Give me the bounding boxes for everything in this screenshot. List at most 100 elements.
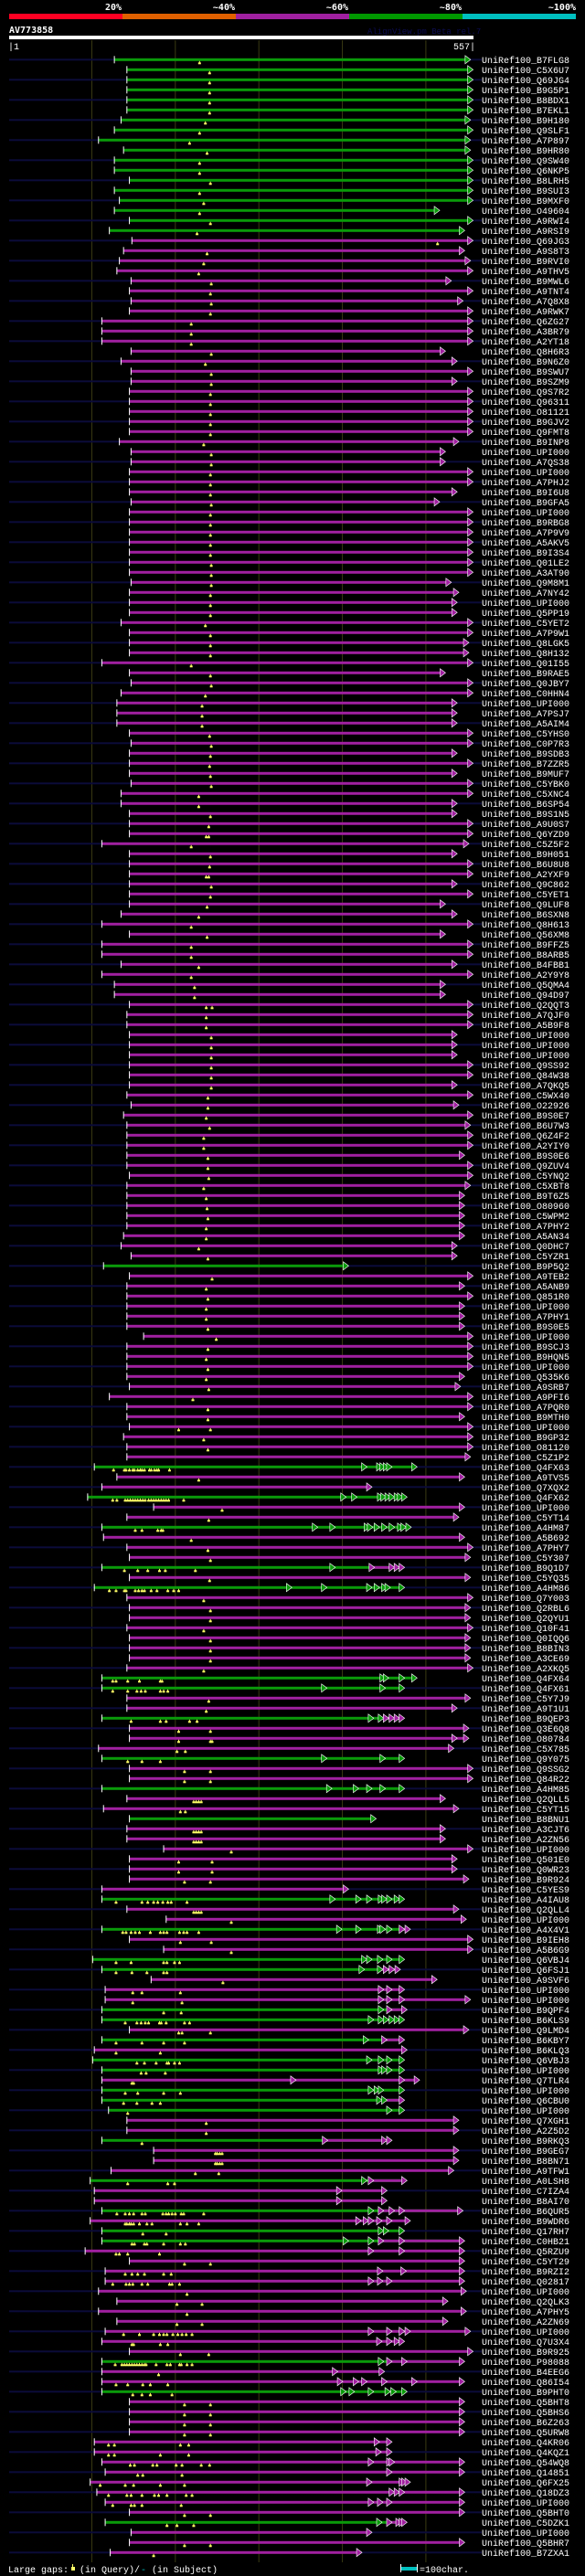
hit-label-link[interactable]: UniRef100_A9THV5 [482,267,569,278]
hsp-line[interactable] [126,1595,468,1599]
hsp-line[interactable] [126,1797,441,1800]
hsp-line[interactable] [94,2189,382,2192]
hit-label-link[interactable]: UniRef100_A4HM87 [482,1523,569,1534]
hit-row[interactable]: UniRef100_A7PHY2 [9,1221,569,1233]
hit-label-link[interactable]: UniRef100_B8ARB5 [482,950,569,961]
hit-row[interactable]: UniRef100_B6QUR5 [9,2206,569,2218]
hit-label-link[interactable]: UniRef100_UPI000 [482,2327,569,2338]
hit-label-link[interactable]: UniRef100_Q54WQ8 [482,2458,569,2469]
hsp-line[interactable] [103,1807,454,1810]
hit-label-link[interactable]: UniRef100_A5ANB9 [482,1282,569,1293]
hit-label-link[interactable]: UniRef100_A3CJT6 [482,1825,569,1836]
hsp-line[interactable] [101,942,468,946]
hit-row[interactable]: UniRef100_B9RKQ3 [101,2136,569,2147]
hit-row[interactable]: UniRef100_Q535K6 [126,1372,569,1383]
hit-label-link[interactable]: UniRef100_A9PFI6 [482,1393,569,1404]
hit-label-link[interactable]: UniRef100_Q69JG4 [482,76,569,87]
hit-row[interactable]: UniRef100_UPI000 [129,1050,569,1062]
hit-label-link[interactable]: UniRef100_O49604 [482,207,569,217]
hit-label-link[interactable]: UniRef100_Q851R0 [482,1292,569,1303]
hit-label-link[interactable]: UniRef100_C5Z1P2 [482,1453,569,1464]
hsp-line[interactable] [126,1405,468,1408]
hit-label-link[interactable]: UniRef100_A7PHY5 [482,2307,569,2318]
hit-row[interactable]: UniRef100_B9IEH8 [129,1935,569,1946]
hsp-line[interactable] [116,2299,443,2303]
hit-row[interactable]: UniRef100_Q7XGH1 [126,2115,569,2127]
hsp-line[interactable] [94,1585,399,1589]
hsp-line[interactable] [101,661,468,664]
hsp-line-tail[interactable] [378,2209,458,2212]
hsp-line[interactable] [109,228,460,232]
hit-row[interactable]: UniRef100_UPI000 [130,447,569,459]
hit-row[interactable]: UniRef100_B6KLS9 [101,2015,569,2027]
hit-row[interactable]: UniRef100_Q01I55 [9,658,569,670]
hit-label-link[interactable]: UniRef100_Q9SLF1 [482,126,569,137]
hit-label-link[interactable]: UniRef100_Q6ZG27 [482,317,569,328]
hit-label-link[interactable]: UniRef100_B6QUR5 [482,2207,569,2218]
hit-label-link[interactable]: UniRef100_B4FBB1 [482,960,569,971]
hit-label-link[interactable]: UniRef100_B9RKQ3 [482,2136,569,2147]
hsp-line[interactable] [129,510,468,514]
hit-label-link[interactable]: UniRef100_B9S0E5 [482,1322,569,1333]
hit-label-link[interactable]: UniRef100_B4EEG6 [482,2368,569,2379]
hit-label-link[interactable]: UniRef100_A4X4V1 [482,1925,569,1936]
hsp-line[interactable] [114,992,441,996]
hsp-line[interactable] [129,731,468,735]
hit-row[interactable]: UniRef100_A5AN34 [122,1231,569,1243]
hsp-line[interactable] [129,882,452,885]
hit-label-link[interactable]: UniRef100_A7QKQ5 [482,1081,569,1092]
hit-row[interactable]: UniRef100_Q2QQT3 [9,1000,569,1012]
hit-label-link[interactable]: UniRef100_A9SRB7 [482,1383,569,1394]
hit-row[interactable]: UniRef100_B9MXF0 [9,196,569,207]
hsp-line[interactable] [129,892,468,896]
hsp-line[interactable] [121,801,452,805]
hit-label-link[interactable]: UniRef100_Q9M8M1 [482,578,569,589]
hit-label-link[interactable]: UniRef100_C5Y307 [482,1553,569,1564]
hsp-line[interactable] [129,309,468,313]
hsp-line[interactable] [94,2199,382,2202]
hit-row[interactable]: UniRef100_A7NY42 [129,588,569,599]
hit-label-link[interactable]: UniRef100_Q6CBU0 [482,2096,569,2107]
hsp-line[interactable] [129,932,441,936]
hit-row[interactable]: UniRef100_B9HR80 [122,145,569,157]
hit-label-link[interactable]: UniRef100_UPI000 [482,2498,569,2509]
hit-row[interactable]: UniRef100_B9N6Z0 [9,356,569,368]
hit-label-link[interactable]: UniRef100_A2YXF9 [482,870,569,881]
hsp-line[interactable] [129,1425,468,1428]
hit-label-link[interactable]: UniRef100_O81120 [482,1443,569,1454]
hit-row[interactable]: UniRef100_B9HQN5 [126,1352,569,1363]
hsp-line[interactable] [129,1656,465,1659]
hsp-line[interactable] [92,2058,399,2062]
hit-label-link[interactable]: UniRef100_A7Q8X8 [482,297,569,308]
hit-row[interactable]: UniRef100_Q9LUF8 [9,899,569,911]
hit-label-link[interactable]: UniRef100_B9WDR6 [482,2217,569,2228]
hsp-line[interactable] [126,1023,468,1026]
hit-label-link[interactable]: UniRef100_UPI000 [482,1423,569,1434]
hit-row[interactable]: UniRef100_A9T1U1 [9,1703,569,1715]
hsp-line[interactable] [129,1173,468,1177]
hsp-line[interactable] [114,188,468,192]
hsp-line[interactable] [126,1133,468,1137]
hit-row[interactable]: UniRef100_A7QS38 [9,457,569,469]
hit-row[interactable]: UniRef100_UPI000 [9,1844,569,1856]
hsp-line[interactable] [121,962,452,966]
hsp-line[interactable] [129,1063,468,1066]
hit-row[interactable]: UniRef100_UPI000 [9,698,569,710]
hit-row[interactable]: UniRef100_B6Z263 [129,2417,569,2429]
hit-label-link[interactable]: UniRef100_B8BN71 [482,2157,569,2168]
hsp-line[interactable] [126,1123,465,1127]
hit-row[interactable]: UniRef100_UPI000 [129,507,569,519]
hit-label-link[interactable]: UniRef100_B7EKL1 [482,106,569,117]
hsp-line[interactable] [101,1525,406,1529]
hsp-line[interactable] [126,78,468,81]
hsp-line[interactable] [90,2480,406,2484]
hit-label-link[interactable]: UniRef100_UPI000 [482,1031,569,1042]
hsp-line[interactable] [131,460,441,463]
hit-row[interactable]: UniRef100_A9TFW1 [9,2166,569,2178]
hit-row[interactable]: UniRef100_A0LSH8 [90,2176,569,2188]
hit-row[interactable]: UniRef100_Q9M8M1 [9,578,569,589]
hit-row[interactable]: UniRef100_Q5RZU9 [9,2246,569,2258]
hsp-line[interactable] [129,429,468,433]
hit-label-link[interactable]: UniRef100_B9MTH0 [482,1413,569,1424]
hsp-line[interactable] [131,450,441,453]
